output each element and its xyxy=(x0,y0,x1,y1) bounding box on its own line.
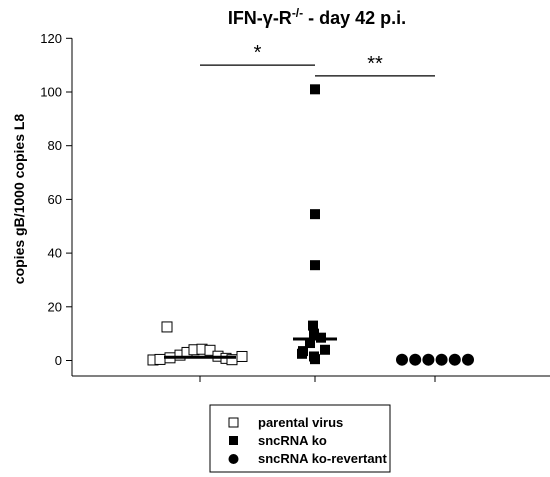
y-tick-label: 80 xyxy=(48,138,62,153)
data-point-parental xyxy=(236,350,248,362)
y-axis-label: copies gB/1000 copies L8 xyxy=(11,114,27,285)
data-point-sncrna-ko xyxy=(310,354,320,365)
data-point-sncrna-ko xyxy=(309,328,319,339)
legend-marker-ko-icon xyxy=(229,436,238,445)
legend-marker-parental-icon xyxy=(228,417,239,428)
y-tick-label: 20 xyxy=(48,299,62,314)
data-point-revertant xyxy=(409,353,422,366)
title-main: IFN-γ-R xyxy=(228,8,292,28)
data-point-sncrna-ko xyxy=(310,209,320,220)
data-point-sncrna-ko xyxy=(297,348,307,359)
legend: parental virus sncRNA ko sncRNA ko-rever… xyxy=(209,404,391,473)
data-point-sncrna-ko xyxy=(310,84,320,95)
data-point-parental xyxy=(161,321,173,333)
y-tick-label: 40 xyxy=(48,246,62,261)
y-tick-label: 60 xyxy=(48,192,62,207)
chart-title: IFN-γ-R-/- - day 42 p.i. xyxy=(228,6,406,28)
significance-annotations: * ** xyxy=(200,42,435,77)
data-point-sncrna-ko xyxy=(310,260,320,271)
data-point-revertant xyxy=(422,353,435,366)
data-marks xyxy=(147,84,474,366)
title-suffix: - day 42 p.i. xyxy=(303,8,406,28)
y-tick-label: 100 xyxy=(40,85,62,100)
title-superscript: -/- xyxy=(292,6,303,20)
data-point-revertant xyxy=(435,353,448,366)
data-point-sncrna-ko xyxy=(305,338,315,349)
data-point-sncrna-ko xyxy=(308,320,318,331)
legend-marker-revertant-icon xyxy=(228,454,239,464)
legend-box xyxy=(209,404,391,473)
data-point-sncrna-ko xyxy=(320,344,330,355)
axes: 0 20 40 60 80 100 120 xyxy=(40,31,550,382)
legend-label-ko: sncRNA ko xyxy=(258,433,327,448)
data-point-revertant xyxy=(462,353,474,366)
data-point-revertant xyxy=(396,353,408,366)
y-tick-label: 0 xyxy=(55,353,62,368)
data-point-parental xyxy=(154,353,166,365)
y-tick-label: 120 xyxy=(40,31,62,46)
data-point-parental xyxy=(204,344,216,356)
significance-label: * xyxy=(254,42,262,64)
data-point-revertant xyxy=(448,353,461,366)
significance-label: ** xyxy=(367,53,383,75)
legend-label-parental: parental virus xyxy=(258,415,343,430)
legend-label-revertant: sncRNA ko-revertant xyxy=(258,451,388,466)
